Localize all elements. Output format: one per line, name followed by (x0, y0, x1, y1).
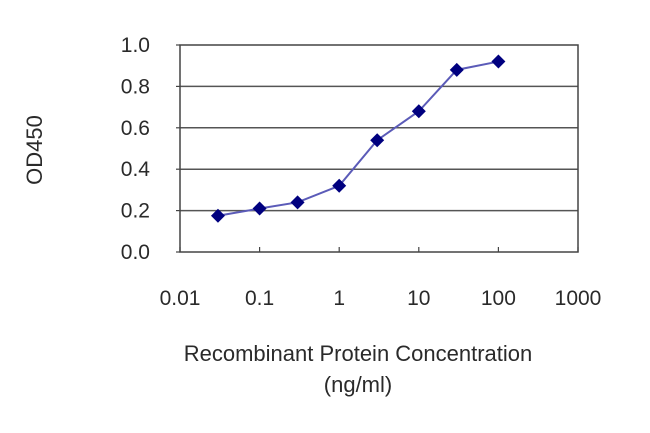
y-tick-label: 0.2 (121, 200, 150, 223)
diamond-marker (370, 133, 385, 148)
x-tick-label: 1 (333, 287, 345, 310)
y-tick-label: 0.8 (121, 75, 150, 98)
data-line (217, 60, 499, 217)
x-tick-label: 0.1 (245, 287, 274, 310)
x-axis: 0.01 0.1 1 10 100 1000 (160, 247, 602, 310)
x-tick-label: 1000 (555, 287, 602, 310)
x-tick-label: 100 (481, 287, 516, 310)
x-tick-label: 10 (407, 287, 430, 310)
x-axis-title: Recombinant Protein Concentration (184, 341, 533, 366)
y-axis: 0.0 0.2 0.4 0.6 0.8 1.0 (121, 34, 180, 264)
x-tick-label: 0.01 (160, 287, 201, 310)
y-axis-title: OD450 (22, 115, 47, 185)
diamond-marker (252, 201, 267, 216)
diamond-marker (449, 62, 464, 77)
y-tick-label: 0.4 (121, 158, 151, 181)
gridlines (180, 85, 578, 212)
data-markers (210, 54, 506, 223)
y-tick-label: 1.0 (121, 34, 150, 57)
x-axis-title-unit: (ng/ml) (324, 372, 392, 397)
diamond-marker (411, 104, 426, 119)
y-tick-label: 0.6 (121, 117, 150, 140)
diamond-marker (290, 195, 305, 210)
diamond-marker (491, 54, 506, 69)
diamond-marker (332, 178, 347, 193)
y-tick-label: 0.0 (121, 241, 150, 264)
diamond-marker (210, 208, 225, 223)
plot-area (179, 44, 579, 253)
